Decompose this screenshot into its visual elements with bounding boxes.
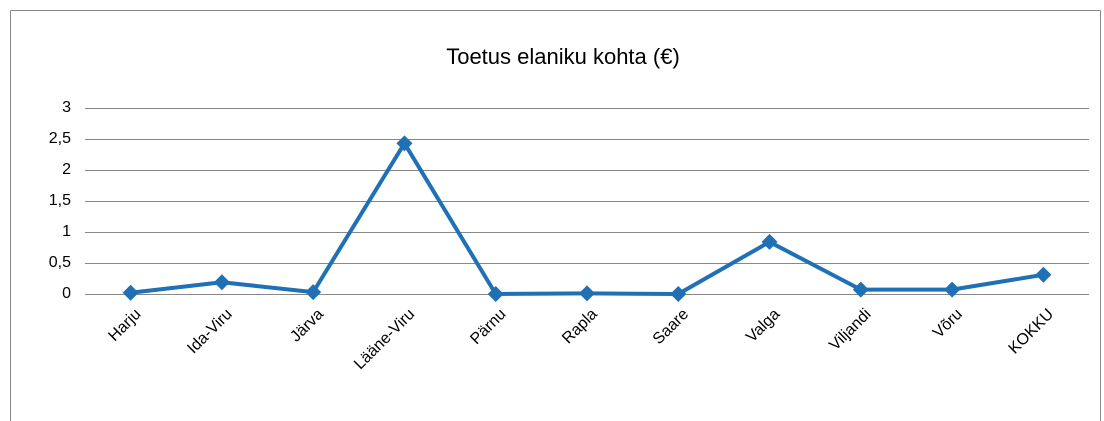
marker bbox=[396, 135, 413, 152]
marker bbox=[122, 284, 139, 301]
x-tick-label: KOKKU bbox=[1006, 306, 1058, 358]
x-tick-label: Järva bbox=[287, 306, 327, 346]
chart-title: Toetus elaniku kohta (€) bbox=[446, 44, 680, 69]
line bbox=[130, 141, 1044, 296]
x-tick-label: Viljandi bbox=[826, 306, 874, 354]
x-tick-label: Saare bbox=[650, 306, 692, 348]
x-tick-label: Rapla bbox=[559, 306, 601, 348]
y-tick-label: 2,5 bbox=[49, 130, 71, 147]
marker bbox=[487, 286, 504, 302]
marker bbox=[213, 274, 230, 291]
marker bbox=[579, 285, 595, 302]
y-tick-label: 1 bbox=[62, 223, 71, 240]
x-tick-label: Ida-Viru bbox=[184, 306, 235, 357]
y-tick-label: 2 bbox=[62, 161, 71, 178]
x-tick-label: Pärnu bbox=[467, 306, 509, 348]
x-tick-label: Valga bbox=[743, 306, 783, 346]
x-tick-label: Harju bbox=[105, 306, 144, 345]
marker bbox=[944, 281, 961, 298]
y-tick-label: 1,5 bbox=[49, 192, 71, 209]
marker bbox=[761, 233, 778, 250]
y-tick-label: 0,5 bbox=[49, 254, 71, 271]
marker bbox=[305, 284, 322, 301]
x-tick-label: Lääne-Viru bbox=[351, 306, 418, 373]
marker bbox=[852, 281, 869, 298]
x-tick-label: Võru bbox=[930, 306, 966, 342]
y-tick-label: 3 bbox=[62, 99, 71, 116]
marker bbox=[670, 286, 687, 302]
marker bbox=[1035, 266, 1052, 283]
y-tick-label: 0 bbox=[62, 285, 71, 302]
